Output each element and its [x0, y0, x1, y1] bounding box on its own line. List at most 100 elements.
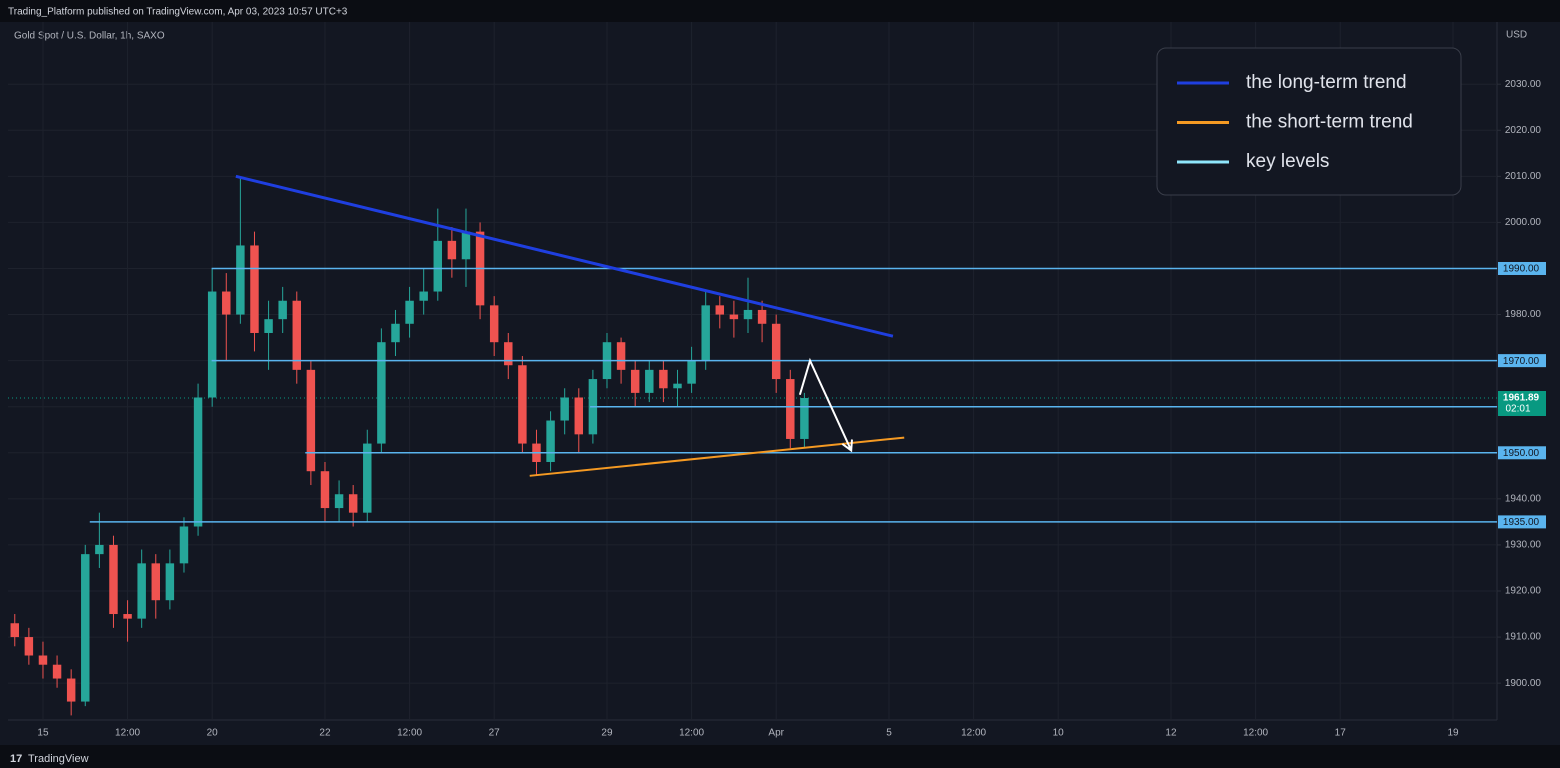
x-tick-label: 5: [886, 728, 892, 739]
candle-body: [800, 397, 809, 439]
trendline: [235, 174, 894, 338]
y-tick-label: 2020.00: [1505, 125, 1542, 136]
candle-body: [193, 397, 203, 527]
candle-body: [334, 494, 344, 509]
legend-label: key levels: [1246, 151, 1329, 172]
key-level-tag: [1498, 515, 1546, 529]
candle-body: [137, 563, 146, 619]
candle-body: [52, 664, 62, 679]
candle-body: [771, 323, 781, 380]
y-tick-label: 1980.00: [1505, 309, 1542, 320]
x-tick-label: 12:00: [961, 728, 986, 739]
candle-body: [715, 305, 725, 315]
candle-body: [659, 369, 668, 389]
key-level-tag: [1498, 446, 1546, 460]
candle-body: [10, 623, 19, 638]
legend-label: the long-term trend: [1246, 72, 1407, 93]
overlay: 1900.00 1910.00 1920.00 1930.00 1940.00 1950.…: [37, 47, 1546, 739]
x-tick-label: Apr: [768, 728, 784, 739]
price-label: 1961.89: [1503, 393, 1540, 404]
candle-body: [165, 563, 175, 601]
y-tick-label: 1940.00: [1505, 493, 1542, 504]
candle-body: [433, 240, 443, 292]
candle-body: [278, 300, 287, 320]
candle-body: [518, 365, 527, 444]
candle-body: [250, 245, 259, 333]
arrow-head: [841, 439, 853, 453]
candle-body: [447, 240, 457, 260]
x-tick-label: 20: [207, 728, 219, 739]
x-tick-label: 12: [1165, 728, 1177, 739]
candle-body: [320, 471, 330, 509]
candle-body: [461, 231, 471, 260]
key-level-label: 1990.00: [1503, 264, 1540, 275]
x-tick-label: 12:00: [1243, 728, 1268, 739]
candle-body: [687, 360, 696, 384]
key-level-label: 1935.00: [1503, 517, 1540, 528]
candle-body: [391, 323, 400, 343]
key-level-tag: [1498, 261, 1546, 275]
footer-brand: TradingView: [28, 753, 89, 765]
candle-body: [504, 342, 513, 366]
candle-body: [123, 614, 132, 619]
legend-box: [1156, 47, 1462, 196]
legend-label: the short-term trend: [1246, 112, 1413, 133]
candle-body: [236, 245, 245, 315]
candle-body: [729, 314, 739, 320]
candle-body: [574, 397, 584, 435]
candle-body: [207, 291, 217, 398]
symbol-title: Gold Spot / U.S. Dollar, 1h, SAXO: [14, 31, 165, 42]
x-tick-label: 27: [489, 728, 501, 739]
candle-body: [489, 305, 499, 343]
candle-body: [95, 544, 104, 555]
candle-body: [66, 678, 76, 702]
y-tick-label: 2030.00: [1505, 79, 1542, 90]
footer-bar: [0, 745, 1560, 768]
candle-body: [109, 544, 118, 615]
candle-body: [377, 342, 386, 444]
countdown: 02:01: [1505, 404, 1530, 415]
projection-arrow: [798, 357, 853, 451]
candle-body: [292, 300, 302, 370]
trendline: [529, 436, 905, 477]
candle-body: [743, 309, 753, 320]
y-tick-label: 1920.00: [1505, 586, 1542, 597]
candle-body: [419, 291, 428, 301]
candle-body: [222, 291, 231, 315]
candle-body: [701, 305, 710, 361]
x-tick-label: 22: [319, 728, 331, 739]
price-tag: [1498, 390, 1546, 416]
y-tick-label: 2010.00: [1505, 171, 1542, 182]
candle-body: [179, 526, 189, 564]
x-tick-label: 12:00: [679, 728, 704, 739]
publisher: Trading_Platform published on TradingVie…: [8, 7, 348, 18]
candle-body: [151, 563, 161, 601]
y-tick-label: 1900.00: [1505, 678, 1542, 689]
candle-body: [673, 383, 682, 389]
key-level-tag: [1498, 354, 1546, 368]
x-tick-label: 19: [1447, 728, 1459, 739]
candle-body: [24, 637, 34, 656]
y-tick-label: 1930.00: [1505, 540, 1542, 551]
candle-body: [38, 655, 48, 665]
key-level-label: 1970.00: [1503, 356, 1540, 367]
x-tick-label: 29: [601, 728, 613, 739]
x-tick-label: 12:00: [115, 728, 140, 739]
candle-body: [405, 300, 414, 324]
candle-body: [348, 494, 358, 513]
logo: 17: [10, 753, 22, 765]
x-tick-label: 12:00: [397, 728, 422, 739]
candle-body: [363, 443, 372, 513]
x-tick-label: 10: [1053, 728, 1065, 739]
candle-body: [645, 369, 654, 393]
x-tick-label: 17: [1335, 728, 1347, 739]
candle-body: [616, 342, 626, 370]
key-level-label: 1950.00: [1503, 448, 1540, 459]
candle-body: [546, 420, 555, 462]
candle-body: [630, 369, 640, 393]
candle-body: [560, 397, 569, 421]
plot-area: [8, 22, 1497, 720]
y-tick-label: 1910.00: [1505, 632, 1542, 643]
